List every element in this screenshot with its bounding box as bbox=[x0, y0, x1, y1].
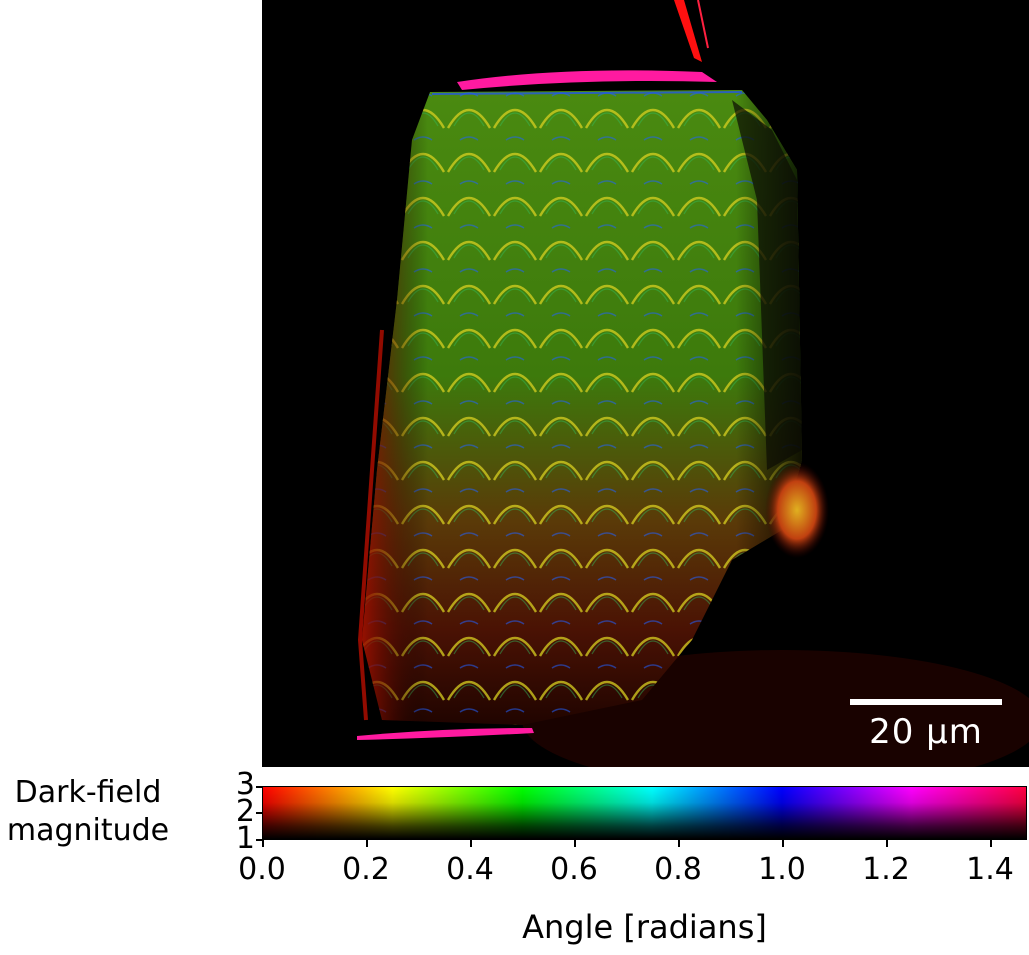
colorbar-ylabel-line1: Dark-field bbox=[14, 775, 162, 810]
colorbar-xtick: 0.0 bbox=[238, 852, 286, 887]
colorbar-ytick-mark bbox=[256, 839, 263, 841]
colorbar-xtick-mark bbox=[262, 840, 264, 847]
colorbar-xtick: 0.2 bbox=[342, 852, 390, 887]
colorbar-ytick-mark bbox=[256, 812, 263, 814]
colorbar-xtick-mark bbox=[782, 840, 784, 847]
colorbar-xtick: 1.0 bbox=[758, 852, 806, 887]
dark-field-micrograph: 20 μm bbox=[262, 0, 1029, 767]
colorbar-xtick: 0.8 bbox=[654, 852, 702, 887]
colorbar-xtick: 0.6 bbox=[550, 852, 598, 887]
colorbar-xtick: 1.2 bbox=[862, 852, 910, 887]
colorbar-ytick: 1 bbox=[235, 821, 255, 856]
scale-bar bbox=[850, 699, 1002, 705]
hue-magnitude-colorbar bbox=[262, 786, 1027, 840]
colorbar-ylabel-line2: magnitude bbox=[6, 813, 170, 848]
colorbar-ytick: 3 bbox=[235, 767, 255, 802]
colorbar-ytick: 2 bbox=[235, 794, 255, 829]
colorbar-ylabel: Dark-field magnitude bbox=[0, 774, 176, 850]
colorbar-xtick-mark bbox=[574, 840, 576, 847]
colorbar-xtick-mark bbox=[678, 840, 680, 847]
colorbar-xtick: 0.4 bbox=[446, 852, 494, 887]
micrograph-rendering bbox=[262, 0, 1029, 767]
colorbar-xtick-mark bbox=[886, 840, 888, 847]
colorbar-xtick-mark bbox=[366, 840, 368, 847]
scale-bar-label: 20 μm bbox=[869, 712, 983, 752]
colorbar-xtick: 1.4 bbox=[966, 852, 1014, 887]
colorbar-xtick-mark bbox=[470, 840, 472, 847]
colorbar-ytick-mark bbox=[256, 786, 263, 788]
colorbar-xlabel: Angle [radians] bbox=[522, 908, 767, 946]
colorbar-xtick-mark bbox=[990, 840, 992, 847]
